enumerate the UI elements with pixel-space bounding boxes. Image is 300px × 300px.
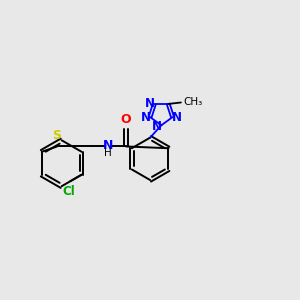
Text: N: N	[172, 111, 182, 124]
Text: N: N	[152, 120, 162, 133]
Text: CH₃: CH₃	[184, 98, 203, 107]
Text: N: N	[141, 111, 151, 124]
Text: N: N	[103, 139, 113, 152]
Text: Cl: Cl	[62, 185, 75, 198]
Text: N: N	[145, 97, 155, 110]
Text: H: H	[104, 148, 112, 158]
Text: S: S	[52, 129, 62, 142]
Text: O: O	[121, 112, 131, 126]
